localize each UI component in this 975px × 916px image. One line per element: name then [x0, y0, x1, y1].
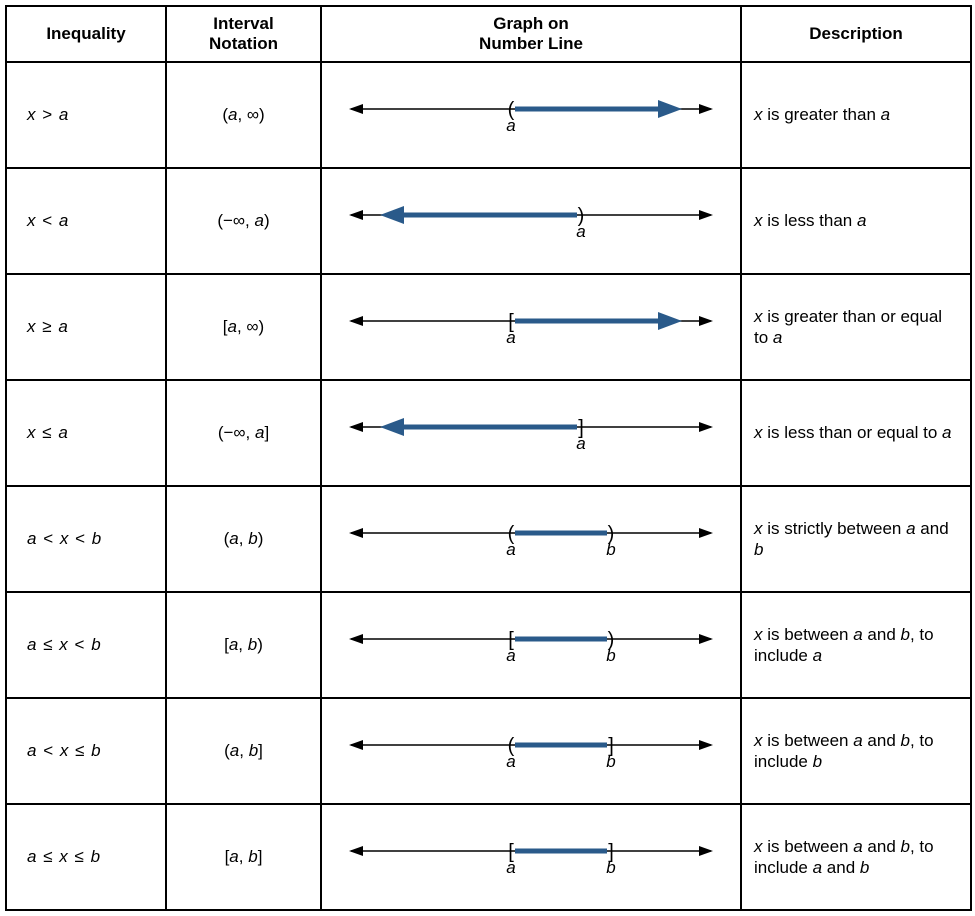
description-cell: x is between a and b, to include a	[741, 592, 971, 698]
description-cell: x is less than a	[741, 168, 971, 274]
table-row: a < x < b(a, b)()abx is strictly between…	[6, 486, 971, 592]
svg-text:a: a	[506, 116, 515, 135]
interval-cell: (a, ∞)	[166, 62, 321, 168]
svg-text:a: a	[576, 222, 585, 241]
graph-cell: [)ab	[321, 592, 741, 698]
svg-text:b: b	[606, 646, 615, 665]
interval-cell: [a, b]	[166, 804, 321, 910]
inequality-cell: x ≥ a	[6, 274, 166, 380]
inequality-cell: a ≤ x ≤ b	[6, 804, 166, 910]
header-description: Description	[741, 6, 971, 62]
description-cell: x is less than or equal to a	[741, 380, 971, 486]
header-row: Inequality IntervalNotation Graph onNumb…	[6, 6, 971, 62]
svg-text:a: a	[506, 646, 515, 665]
table-row: a ≤ x < b[a, b)[)abx is between a and b,…	[6, 592, 971, 698]
svg-text:a: a	[506, 752, 515, 771]
inequality-cell: x ≤ a	[6, 380, 166, 486]
inequality-cell: x > a	[6, 62, 166, 168]
table-row: x > a(a, ∞)(ax is greater than a	[6, 62, 971, 168]
interval-notation-table: Inequality IntervalNotation Graph onNumb…	[5, 5, 972, 911]
table-row: x < a(−∞, a))ax is less than a	[6, 168, 971, 274]
table-row: a ≤ x ≤ b[a, b][]abx is between a and b,…	[6, 804, 971, 910]
svg-text:a: a	[506, 328, 515, 347]
graph-cell: [a	[321, 274, 741, 380]
graph-cell: )a	[321, 168, 741, 274]
interval-cell: (a, b]	[166, 698, 321, 804]
header-inequality: Inequality	[6, 6, 166, 62]
description-cell: x is strictly between a and b	[741, 486, 971, 592]
graph-cell: (]ab	[321, 698, 741, 804]
table-row: x ≤ a(−∞, a]]ax is less than or equal to…	[6, 380, 971, 486]
table-row: a < x ≤ b(a, b](]abx is between a and b,…	[6, 698, 971, 804]
table-row: x ≥ a[a, ∞)[ax is greater than or equal …	[6, 274, 971, 380]
inequality-cell: a ≤ x < b	[6, 592, 166, 698]
svg-text:a: a	[576, 434, 585, 453]
graph-cell: (a	[321, 62, 741, 168]
interval-cell: (−∞, a]	[166, 380, 321, 486]
graph-cell: []ab	[321, 804, 741, 910]
graph-cell: ]a	[321, 380, 741, 486]
svg-text:a: a	[506, 858, 515, 877]
description-cell: x is greater than a	[741, 62, 971, 168]
interval-cell: (−∞, a)	[166, 168, 321, 274]
svg-text:a: a	[506, 540, 515, 559]
svg-text:b: b	[606, 752, 615, 771]
description-cell: x is between a and b, to include b	[741, 698, 971, 804]
inequality-cell: x < a	[6, 168, 166, 274]
description-cell: x is greater than or equal to a	[741, 274, 971, 380]
description-cell: x is between a and b, to include a and b	[741, 804, 971, 910]
interval-cell: (a, b)	[166, 486, 321, 592]
svg-text:b: b	[606, 858, 615, 877]
interval-cell: [a, b)	[166, 592, 321, 698]
inequality-cell: a < x < b	[6, 486, 166, 592]
inequality-cell: a < x ≤ b	[6, 698, 166, 804]
header-interval: IntervalNotation	[166, 6, 321, 62]
interval-cell: [a, ∞)	[166, 274, 321, 380]
svg-text:b: b	[606, 540, 615, 559]
graph-cell: ()ab	[321, 486, 741, 592]
header-graph: Graph onNumber Line	[321, 6, 741, 62]
